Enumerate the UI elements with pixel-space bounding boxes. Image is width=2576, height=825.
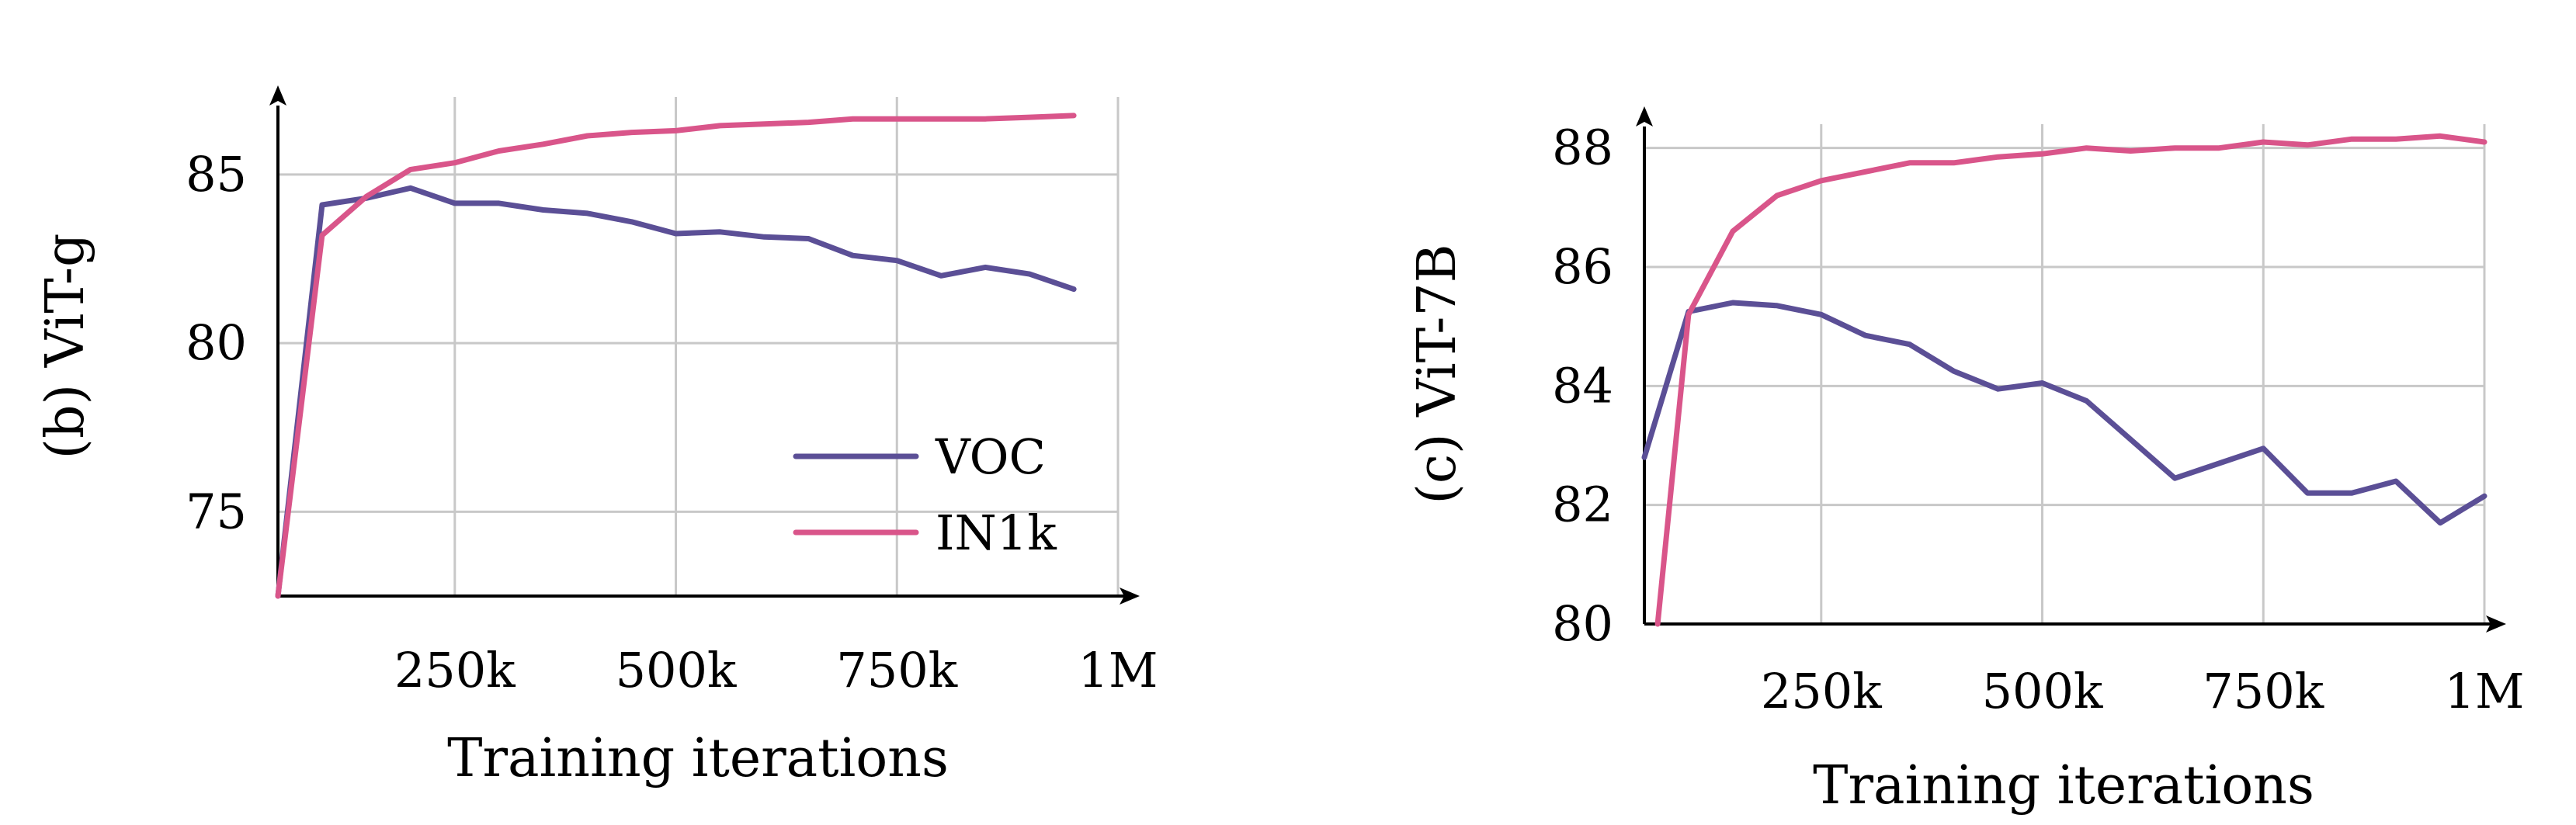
y-tick-label: 85	[186, 146, 247, 203]
x-tick-label: 250k	[394, 642, 516, 698]
y-tick-label: 84	[1552, 357, 1613, 414]
legend: VOC IN1k	[793, 428, 1057, 561]
series-in1k	[1654, 133, 2487, 627]
series-line-in1k	[1654, 133, 2487, 627]
x-tick-label: 1M	[2445, 663, 2525, 719]
y-tick-labels: 80 82 84 86 88	[1552, 120, 1613, 652]
grid	[278, 97, 1120, 596]
legend-label: VOC	[935, 428, 1046, 485]
series-line-voc	[1641, 300, 2487, 526]
y-tick-label: 80	[186, 314, 247, 371]
chart-panel-vit-g: 250k 500k 750k 1M 75 80 85 Training iterations (…	[35, 85, 1158, 789]
x-tick-labels: 250k 500k 750k 1M	[394, 642, 1158, 698]
x-tick-label: 750k	[836, 642, 957, 698]
x-tick-labels: 250k 500k 750k 1M	[1761, 663, 2525, 719]
y-tick-label: 75	[186, 483, 247, 539]
x-axis-arrow-icon	[1120, 588, 1140, 605]
y-tick-label: 82	[1552, 477, 1613, 533]
x-tick-label: 250k	[1761, 663, 1882, 719]
x-tick-label: 750k	[2203, 663, 2324, 719]
x-axis-title: Training iterations	[447, 728, 949, 789]
axes	[1636, 106, 2506, 633]
panel-label: (c) ViT-7B	[1407, 244, 1468, 504]
x-tick-label: 1M	[1078, 642, 1158, 698]
series-voc	[1641, 300, 2487, 526]
axes	[269, 85, 1140, 605]
x-axis-title: Training iterations	[1813, 755, 2314, 816]
y-axis-arrow-icon	[269, 85, 286, 106]
y-tick-label: 88	[1552, 120, 1613, 176]
y-tick-label: 86	[1552, 238, 1613, 295]
legend-label: IN1k	[936, 504, 1057, 561]
x-axis-arrow-icon	[2486, 615, 2506, 633]
y-tick-labels: 75 80 85	[186, 146, 247, 539]
chart-panel-vit-7b: 250k 500k 750k 1M 80 82 84 86 88 Training iterati…	[1407, 106, 2524, 816]
y-axis-arrow-icon	[1636, 106, 1653, 127]
y-tick-label: 80	[1552, 595, 1613, 652]
panel-label: (b) ViT-g	[35, 234, 96, 459]
x-tick-label: 500k	[1982, 663, 2103, 719]
series-in1k	[275, 113, 1077, 599]
x-tick-label: 500k	[616, 642, 737, 698]
